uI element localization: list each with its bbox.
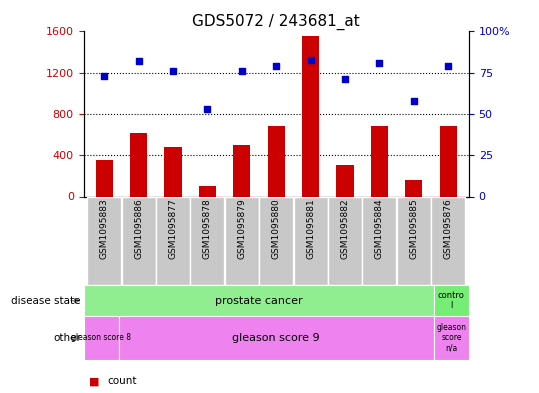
Bar bbox=[302, 36, 319, 197]
Bar bbox=[190, 196, 224, 285]
Bar bbox=[434, 316, 469, 360]
Bar bbox=[294, 196, 328, 285]
Point bbox=[444, 63, 453, 69]
Bar bbox=[362, 196, 397, 285]
Bar bbox=[122, 196, 156, 285]
Bar bbox=[259, 196, 293, 285]
Text: GSM1095882: GSM1095882 bbox=[341, 198, 350, 259]
Text: GSM1095886: GSM1095886 bbox=[134, 198, 143, 259]
Bar bbox=[87, 196, 121, 285]
Point bbox=[169, 68, 177, 74]
Bar bbox=[164, 147, 182, 196]
Point bbox=[272, 63, 281, 69]
Point bbox=[134, 58, 143, 64]
Bar bbox=[199, 186, 216, 196]
Text: GSM1095880: GSM1095880 bbox=[272, 198, 281, 259]
Text: GSM1095878: GSM1095878 bbox=[203, 198, 212, 259]
Text: GSM1095877: GSM1095877 bbox=[169, 198, 177, 259]
Bar bbox=[397, 196, 431, 285]
Bar bbox=[119, 316, 434, 360]
Text: contro
l: contro l bbox=[438, 291, 465, 310]
Text: ■: ■ bbox=[89, 376, 99, 386]
Point bbox=[238, 68, 246, 74]
Bar bbox=[130, 132, 147, 196]
Text: GSM1095885: GSM1095885 bbox=[410, 198, 418, 259]
Text: gleason
score
n/a: gleason score n/a bbox=[437, 323, 466, 353]
Bar bbox=[405, 180, 423, 196]
Bar bbox=[225, 196, 259, 285]
Bar bbox=[434, 285, 469, 316]
Text: GSM1095884: GSM1095884 bbox=[375, 198, 384, 259]
Point bbox=[375, 60, 384, 66]
Title: GDS5072 / 243681_at: GDS5072 / 243681_at bbox=[192, 14, 360, 30]
Text: GSM1095879: GSM1095879 bbox=[237, 198, 246, 259]
Bar bbox=[431, 196, 465, 285]
Bar bbox=[233, 145, 251, 196]
Point bbox=[100, 73, 108, 79]
Text: gleason score 8: gleason score 8 bbox=[71, 334, 131, 342]
Text: other: other bbox=[53, 333, 81, 343]
Text: gleason score 9: gleason score 9 bbox=[232, 333, 320, 343]
Text: disease state: disease state bbox=[11, 296, 81, 306]
Bar bbox=[268, 126, 285, 196]
Point bbox=[410, 97, 418, 104]
Point bbox=[203, 106, 212, 112]
Text: GSM1095876: GSM1095876 bbox=[444, 198, 453, 259]
Bar bbox=[156, 196, 190, 285]
Bar bbox=[95, 160, 113, 196]
Bar bbox=[84, 316, 119, 360]
Bar bbox=[371, 126, 388, 196]
Text: count: count bbox=[108, 376, 137, 386]
Text: prostate cancer: prostate cancer bbox=[215, 296, 302, 306]
Text: GSM1095881: GSM1095881 bbox=[306, 198, 315, 259]
Bar bbox=[328, 196, 362, 285]
Text: GSM1095883: GSM1095883 bbox=[100, 198, 109, 259]
Bar bbox=[336, 165, 354, 196]
Point bbox=[341, 76, 349, 83]
Bar bbox=[440, 126, 457, 196]
Point bbox=[306, 56, 315, 62]
